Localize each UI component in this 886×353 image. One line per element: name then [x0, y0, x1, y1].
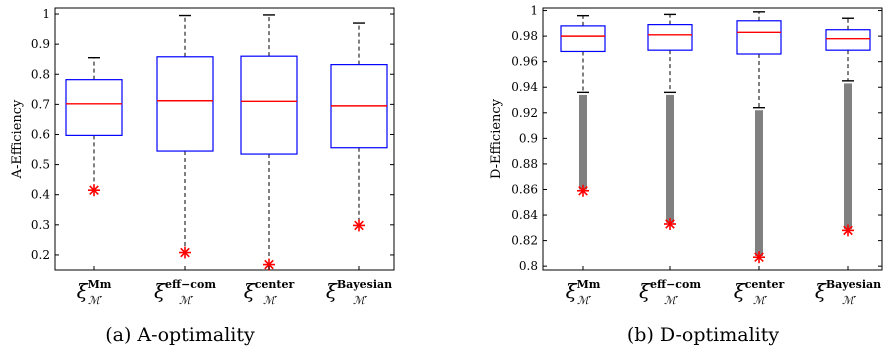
y-tick-label: 0.84 [511, 208, 538, 222]
box-group [240, 14, 298, 271]
outlier-marker [577, 184, 589, 197]
x-tick-subscript: ℳ′ [263, 294, 278, 307]
boxes [65, 14, 388, 271]
y-tick-label: 1 [530, 4, 538, 18]
panel-caption: (b) D-optimality [627, 324, 779, 346]
outlier-stroke [89, 185, 99, 196]
box [240, 55, 298, 155]
outlier-band [579, 94, 587, 190]
boxes [560, 11, 871, 264]
box-group [156, 14, 214, 259]
x-tick-subscript: ℳ′ [88, 294, 103, 307]
y-tick-label: 0.88 [511, 157, 538, 171]
outlier-marker [664, 217, 676, 230]
outlier-band [844, 83, 852, 230]
outlier-stroke [578, 185, 588, 196]
outlier-stroke [354, 220, 364, 231]
outlier-marker [753, 251, 765, 264]
x-tick-label: ξBayesian [326, 278, 392, 303]
box-group [736, 11, 782, 264]
x-tick-subscript: ℳ′ [842, 294, 857, 307]
x-tick-subscript: ℳ′ [664, 294, 679, 307]
plot-frame [542, 7, 883, 271]
y-tick-label: 0.86 [511, 182, 538, 196]
outlier-band [755, 110, 763, 256]
outlier-stroke [665, 219, 675, 229]
box [65, 79, 123, 136]
outlier-stroke [754, 252, 764, 263]
x-tick-label: ξBayesian [815, 278, 881, 303]
y-tick-label: 0.3 [31, 218, 50, 232]
box-group [825, 17, 871, 237]
box [825, 29, 871, 51]
y-tick-label: 0.7 [31, 97, 50, 111]
y-tick-label: 0.6 [31, 127, 50, 141]
x-tick-subscript: ℳ′ [753, 294, 768, 307]
y-axis-label: D-Efficiency [489, 98, 504, 179]
box-group [560, 14, 606, 197]
y-tick-label: 0.5 [31, 158, 50, 172]
outlier-stroke [843, 225, 853, 236]
x-tick-label: ξMm [77, 278, 112, 303]
x-tick-subscript: ℳ′ [577, 294, 592, 307]
box-group [65, 56, 123, 197]
y-tick-label: 0.94 [511, 80, 538, 94]
x-tick-label: ξeff−com [154, 278, 216, 303]
outlier-stroke [180, 247, 190, 258]
panel-caption: (a) A-optimality [105, 324, 255, 346]
plot-frame [54, 7, 395, 271]
y-axis-label: A-Efficiency [10, 99, 25, 179]
x-tick-label: ξcenter [734, 278, 785, 303]
box [647, 24, 693, 51]
y-tick-label: 0.8 [519, 259, 538, 273]
x-tick-label: ξcenter [244, 278, 295, 303]
outlier-marker [88, 184, 100, 197]
y-axis: 0.8 0.82 0.84 0.86 0.88 0.9 0.92 0.94 0.96 0.98 1 [511, 4, 882, 273]
y-axis: 0.2 0.3 0.4 0.5 0.6 0.7 0.8 0.9 1 [31, 7, 394, 262]
x-tick-subscript: ℳ′ [179, 294, 194, 307]
x-tick-label: ξeff−com [639, 278, 701, 303]
y-tick-label: 0.82 [511, 234, 538, 248]
box [560, 25, 606, 53]
outlier-marker [179, 246, 191, 259]
y-tick-label: 0.96 [511, 55, 538, 69]
y-tick-label: 0.4 [31, 188, 50, 202]
outlier-marker [842, 224, 854, 237]
y-tick-label: 0.9 [31, 37, 50, 51]
y-tick-label: 1 [42, 7, 50, 21]
box [736, 20, 782, 55]
box [156, 56, 214, 152]
x-tick-subscript: ℳ′ [353, 294, 368, 307]
y-tick-label: 0.8 [31, 67, 50, 81]
y-tick-label: 0.9 [519, 131, 538, 145]
outlier-band [666, 94, 674, 223]
y-tick-label: 0.92 [511, 106, 538, 120]
panel-d-optimality: 0.80.820.840.860.880.90.920.940.960.981 … [489, 4, 883, 346]
outlier-marker [353, 219, 365, 232]
y-tick-label: 0.2 [31, 248, 50, 262]
box-group [647, 13, 693, 230]
x-tick-label: ξMm [566, 278, 601, 303]
y-tick-label: 0.98 [511, 29, 538, 43]
box-group [330, 22, 388, 232]
outlier-stroke [264, 259, 274, 270]
